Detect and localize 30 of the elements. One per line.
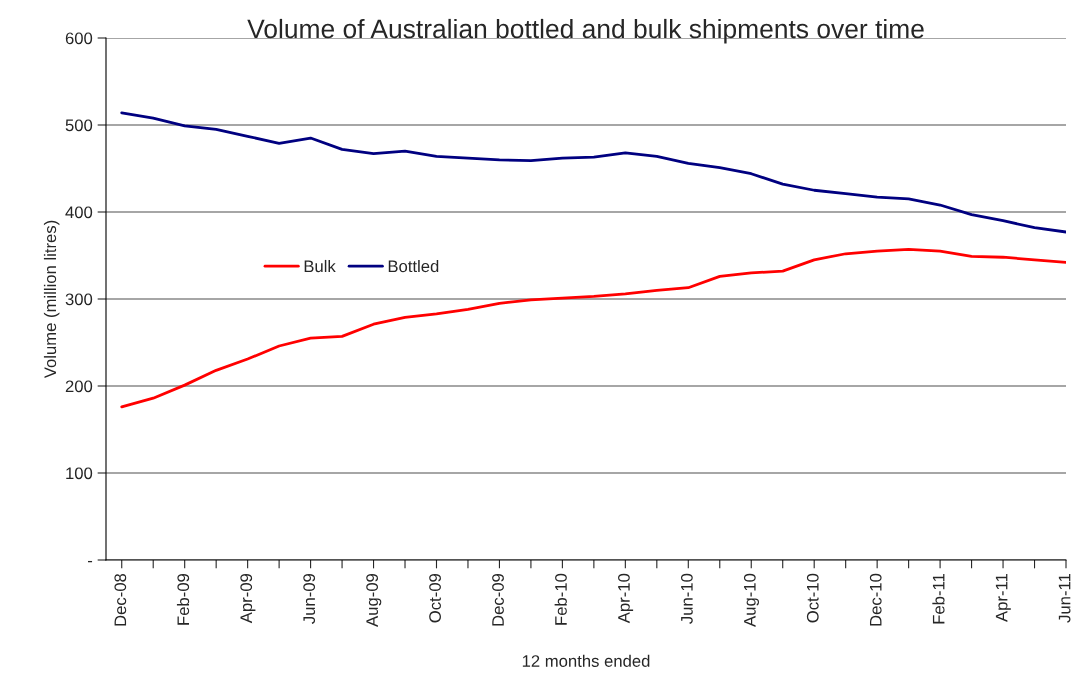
- y-tick-label: 100: [66, 467, 93, 480]
- y-tick-label: 500: [65, 119, 93, 132]
- x-axis-title: 12 months ended: [522, 654, 650, 667]
- x-tick-label: Oct-10: [806, 573, 819, 623]
- line-series: [120, 248, 1066, 409]
- x-tick-label: Apr-09: [240, 573, 256, 624]
- legend-label: Bottled: [388, 259, 439, 273]
- x-tick-label: Jun-09: [303, 573, 316, 624]
- legend-label: Bulk: [304, 259, 336, 273]
- x-tick-label: Feb-10: [554, 573, 567, 625]
- y-tick-label: 600: [65, 32, 93, 45]
- x-tick-label: Jun-11: [1058, 574, 1071, 623]
- x-tick-label: Jun-10: [680, 573, 693, 624]
- line-series: [120, 111, 1066, 234]
- x-tick-label: Dec-08: [114, 573, 127, 626]
- y-tick-label: 300: [65, 293, 93, 306]
- y-tick-label: 200: [65, 380, 93, 393]
- x-tick-label: Feb-09: [176, 573, 190, 625]
- x-tick-label: Oct-09: [429, 573, 441, 623]
- y-axis-title: Volume (million litres): [43, 220, 60, 379]
- x-tick-label: Aug-09: [366, 573, 382, 627]
- x-tick-label: Dec-10: [869, 573, 882, 626]
- y-tick-label: 400: [65, 206, 93, 219]
- x-tick-label: Feb-11: [932, 574, 945, 624]
- y-tick-label: -: [88, 560, 93, 563]
- chart-title: Volume of Australian bottled and bulk shipments over time: [247, 18, 924, 44]
- x-tick-label: Apr-11: [995, 574, 1011, 622]
- x-tick-label: Aug-10: [743, 573, 760, 627]
- x-tick-label: Apr-10: [618, 573, 634, 624]
- x-tick-label: Dec-09: [492, 573, 504, 626]
